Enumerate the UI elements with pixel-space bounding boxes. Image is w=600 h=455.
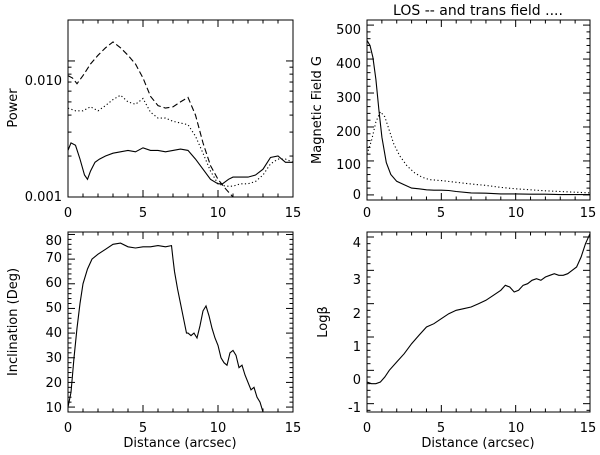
inclination-frame	[67, 231, 294, 413]
beta-series-logbeta	[367, 233, 590, 385]
beta-xtick-label: 5	[437, 421, 445, 436]
inclination-xtick-label: 15	[285, 421, 302, 436]
field-xtick-label: 10	[508, 206, 525, 221]
power-series-solid	[68, 142, 293, 185]
power-ytick-label: 0.010	[25, 74, 62, 89]
beta-ytick-label: 2	[353, 307, 361, 322]
power-xtick-label: 15	[285, 206, 302, 221]
power-ytick-label: 0.001	[25, 190, 62, 205]
beta-ytick-label: 3	[353, 273, 361, 288]
power-ylabel: Power	[6, 88, 21, 128]
inclination-ytick-label: 40	[45, 326, 62, 341]
field-ytick-label: 0	[353, 188, 361, 203]
inclination-xtick-label: 5	[139, 421, 147, 436]
field-ytick-label: 300	[336, 91, 361, 106]
beta-ytick-label: -1	[348, 401, 361, 416]
inclination-xtick-label: 10	[210, 421, 227, 436]
inclination-xlabel: Distance (arcsec)	[123, 436, 236, 451]
field-ytick-label: 200	[336, 125, 361, 140]
field-ytick-label: 400	[336, 57, 361, 72]
power-xtick-label: 0	[64, 206, 72, 221]
field-series-LOS	[367, 40, 590, 196]
inclination-ylabel: Inclination (Deg)	[6, 268, 21, 376]
beta-ytick-label: 0	[353, 373, 361, 388]
inclination-xtick-label: 0	[64, 421, 72, 436]
field-xtick-label: 15	[580, 206, 597, 221]
inclination-ytick-label: 20	[45, 376, 62, 391]
field-title: LOS -- and trans field ....	[393, 3, 563, 19]
beta-frame	[366, 231, 591, 413]
power-series-dotted	[68, 94, 293, 187]
field-ylabel: Magnetic Field G	[310, 56, 325, 164]
beta-xlabel: Distance (arcsec)	[421, 436, 534, 451]
beta-xtick-label: 0	[363, 421, 371, 436]
inclination-ytick-label: 30	[45, 351, 62, 366]
field-xtick-label: 0	[363, 206, 371, 221]
inclination-ytick-label: 60	[45, 276, 62, 291]
power-xtick-label: 5	[139, 206, 147, 221]
field-xtick-label: 5	[437, 206, 445, 221]
inclination-ytick-label: 10	[45, 401, 62, 416]
power-xtick-label: 10	[210, 206, 227, 221]
inclination-ytick-label: 70	[45, 251, 62, 266]
power-panel: Power 0.001 0.010 0 5 10 15	[6, 19, 302, 221]
beta-ytick-label: 4	[353, 236, 361, 251]
field-panel: LOS -- and trans field .... Magnetic Fie…	[310, 3, 596, 221]
field-frame	[366, 19, 591, 201]
beta-xtick-label: 10	[508, 421, 525, 436]
field-ytick-label: 100	[336, 158, 361, 173]
power-series-dashed	[68, 41, 234, 197]
field-series-trans	[367, 110, 590, 194]
inclination-panel: Inclination (Deg) 10 20 30 40 50 60 70 8…	[6, 231, 302, 451]
inclination-ytick-label: 50	[45, 301, 62, 316]
inclination-ytick-label: 80	[45, 234, 62, 249]
field-ytick-label: 500	[336, 23, 361, 38]
beta-ylabel: Logβ	[316, 306, 331, 338]
beta-ytick-label: 1	[353, 340, 361, 355]
inclination-series-inclination	[68, 242, 264, 412]
beta-xtick-label: 15	[580, 421, 597, 436]
beta-panel: Logβ -1 0 1 2 3 4 0 5 10 15 Distance (ar…	[316, 231, 597, 451]
